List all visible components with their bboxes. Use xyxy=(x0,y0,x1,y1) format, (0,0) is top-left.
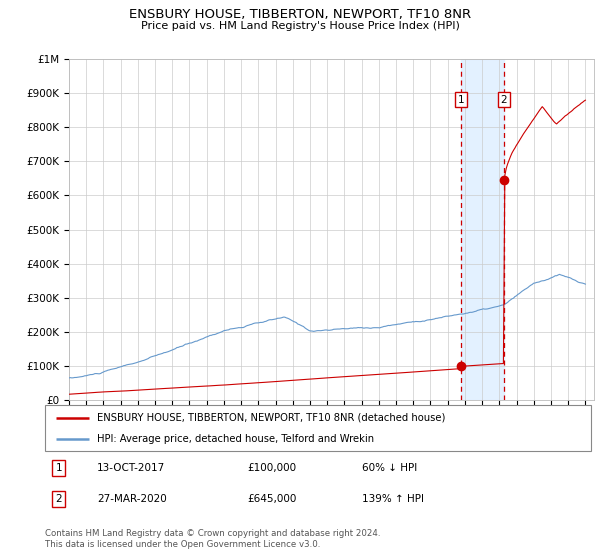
Text: HPI: Average price, detached house, Telford and Wrekin: HPI: Average price, detached house, Telf… xyxy=(97,435,374,444)
Text: £100,000: £100,000 xyxy=(247,463,296,473)
Text: 27-MAR-2020: 27-MAR-2020 xyxy=(97,494,167,504)
Text: 1: 1 xyxy=(55,463,62,473)
Text: Contains HM Land Registry data © Crown copyright and database right 2024.
This d: Contains HM Land Registry data © Crown c… xyxy=(45,529,380,549)
Text: 13-OCT-2017: 13-OCT-2017 xyxy=(97,463,165,473)
Text: 139% ↑ HPI: 139% ↑ HPI xyxy=(362,494,424,504)
Text: 1: 1 xyxy=(458,95,464,105)
Text: Price paid vs. HM Land Registry's House Price Index (HPI): Price paid vs. HM Land Registry's House … xyxy=(140,21,460,31)
Text: 60% ↓ HPI: 60% ↓ HPI xyxy=(362,463,417,473)
Bar xyxy=(461,59,503,400)
Text: ENSBURY HOUSE, TIBBERTON, NEWPORT, TF10 8NR (detached house): ENSBURY HOUSE, TIBBERTON, NEWPORT, TF10 … xyxy=(97,413,445,423)
Text: ENSBURY HOUSE, TIBBERTON, NEWPORT, TF10 8NR: ENSBURY HOUSE, TIBBERTON, NEWPORT, TF10 … xyxy=(129,8,471,21)
Text: 2: 2 xyxy=(55,494,62,504)
Text: £645,000: £645,000 xyxy=(247,494,296,504)
Text: 2: 2 xyxy=(500,95,507,105)
FancyBboxPatch shape xyxy=(45,405,591,451)
